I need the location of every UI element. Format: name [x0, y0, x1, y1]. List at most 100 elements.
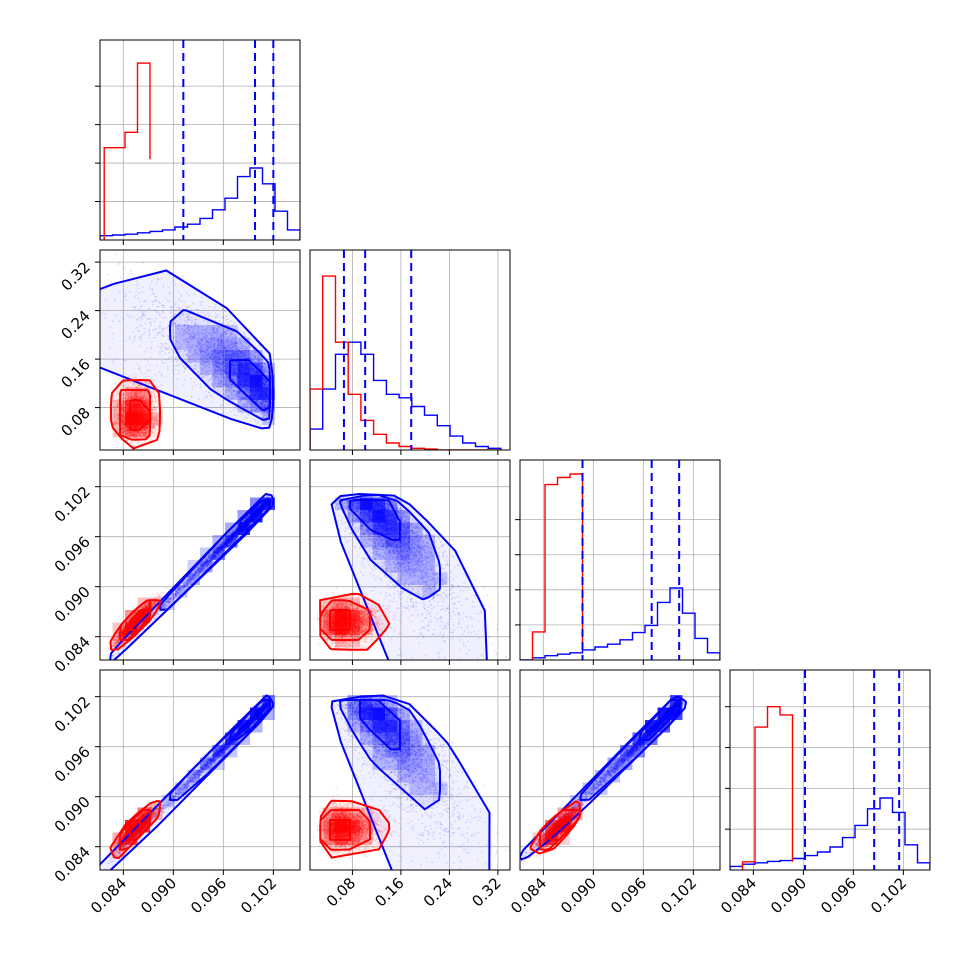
- grid: [730, 670, 930, 870]
- sample-point: [33, 245, 35, 247]
- sample-point: [202, 375, 205, 378]
- sample-point: [231, 347, 234, 349]
- sample-point: [225, 350, 228, 352]
- panel-4-1: [100, 670, 300, 870]
- sample-point: [206, 341, 209, 344]
- sample-point: [201, 330, 204, 333]
- sample-point: [206, 345, 208, 348]
- sample-point: [237, 355, 239, 358]
- sample-point: [50, 305, 52, 307]
- sample-point: [262, 368, 264, 371]
- sample-point: [246, 360, 249, 363]
- sample-point: [186, 332, 189, 334]
- sample-point: [262, 384, 264, 386]
- sample-point: [213, 327, 215, 329]
- sample-point: [204, 366, 207, 369]
- sample-point: [217, 360, 220, 363]
- sample-point: [137, 287, 139, 290]
- sample-point: [220, 351, 222, 354]
- sample-point: [220, 364, 223, 366]
- sample-point: [197, 332, 200, 334]
- sample-point: [211, 327, 213, 330]
- sample-point: [149, 247, 151, 249]
- grid: [352, 250, 499, 450]
- sample-point: [209, 329, 212, 332]
- sample-point: [215, 360, 217, 363]
- sample-point: [188, 358, 191, 361]
- sample-point: [219, 373, 222, 375]
- sample-point: [223, 343, 226, 346]
- panels-layer: [8, 39, 931, 875]
- sample-point: [178, 342, 181, 345]
- sample-point: [228, 355, 231, 357]
- sample-point: [154, 296, 157, 298]
- sample-point: [193, 354, 196, 357]
- sample-point: [195, 349, 197, 351]
- sample-point: [225, 358, 228, 361]
- sample-point: [132, 331, 135, 333]
- sample-point: [93, 291, 95, 293]
- sample-point: [245, 390, 248, 393]
- sample-point: [111, 359, 114, 362]
- sample-point: [215, 376, 218, 379]
- sample-point: [265, 400, 267, 402]
- sample-point: [260, 400, 262, 403]
- sample-point: [228, 353, 231, 356]
- sample-point: [129, 270, 132, 273]
- sample-point: [230, 357, 233, 359]
- sample-point: [244, 398, 247, 401]
- sample-point: [245, 351, 248, 354]
- sample-point: [153, 320, 156, 323]
- sample-point: [114, 253, 117, 256]
- sample-point: [177, 324, 180, 326]
- sample-point: [212, 387, 215, 389]
- sample-point: [213, 342, 216, 345]
- sample-point: [217, 385, 219, 387]
- sample-point: [228, 396, 230, 399]
- sample-point: [217, 340, 220, 343]
- sample-point: [248, 400, 251, 403]
- sample-point: [189, 334, 192, 336]
- sample-point: [204, 332, 207, 334]
- sample-point: [199, 347, 202, 349]
- sample-point: [174, 323, 177, 325]
- sample-point: [223, 350, 225, 353]
- sample-point: [183, 371, 186, 373]
- sample-point: [98, 291, 100, 293]
- sample-point: [251, 409, 253, 412]
- sample-point: [212, 352, 214, 355]
- panel-4-3: [520, 670, 720, 870]
- sample-point: [223, 362, 226, 364]
- sample-point: [206, 325, 209, 328]
- sample-point: [239, 390, 242, 393]
- sample-point: [231, 324, 234, 327]
- sample-point: [192, 330, 195, 332]
- sample-point: [8, 266, 10, 268]
- sample-point: [224, 356, 227, 358]
- sample-point: [214, 360, 217, 363]
- sample-point: [227, 374, 230, 377]
- sample-point: [73, 259, 75, 261]
- panel-3-1: [100, 460, 300, 660]
- sample-point: [221, 344, 224, 347]
- sample-point: [223, 364, 226, 367]
- sample-point: [201, 339, 204, 342]
- sample-point: [187, 341, 190, 344]
- sample-point: [221, 316, 224, 319]
- sample-point: [233, 385, 236, 388]
- sample-point: [202, 363, 204, 365]
- sample-point: [239, 399, 242, 402]
- sample-point: [92, 278, 94, 280]
- sample-point: [245, 388, 248, 391]
- sample-point: [263, 367, 265, 370]
- sample-point: [264, 410, 266, 413]
- sample-point: [205, 347, 208, 350]
- sample-point: [262, 382, 265, 385]
- sample-point: [261, 360, 264, 362]
- sample-point: [264, 401, 267, 404]
- sample-point: [167, 348, 170, 350]
- sample-point: [90, 350, 92, 352]
- sample-point: [166, 348, 169, 351]
- sample-point: [204, 342, 207, 345]
- sample-point: [265, 383, 268, 386]
